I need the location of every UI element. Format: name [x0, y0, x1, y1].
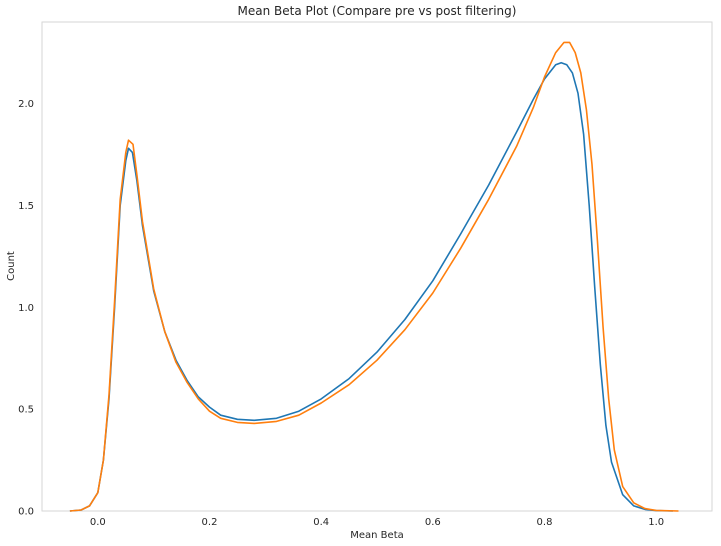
x-tick-label: 1.0: [648, 517, 664, 528]
x-tick-label: 0.0: [90, 517, 106, 528]
chart-title: Mean Beta Plot (Compare pre vs post filt…: [238, 4, 517, 18]
x-tick-labels: 0.0 0.2 0.4 0.6 0.8 1.0: [90, 517, 664, 528]
series-line-0: [69, 61, 673, 512]
series-layer: [69, 41, 679, 512]
x-axis-label: Mean Beta: [350, 530, 404, 541]
series-line-1: [69, 41, 679, 512]
plot-area: [41, 21, 713, 512]
y-axis-label: Count: [6, 251, 17, 281]
x-tick-label: 0.8: [537, 517, 553, 528]
y-tick-label: 0.0: [18, 507, 34, 518]
x-tick-label: 0.6: [425, 517, 441, 528]
y-tick-label: 1.0: [18, 303, 34, 314]
y-tick-label: 2.0: [18, 99, 34, 110]
y-tick-label: 0.5: [18, 405, 34, 416]
y-tick-label: 1.5: [18, 201, 34, 212]
y-tick-labels: 0.0 0.5 1.0 1.5 2.0: [18, 99, 34, 518]
x-tick-label: 0.4: [313, 517, 329, 528]
x-tick-label: 0.2: [202, 517, 218, 528]
